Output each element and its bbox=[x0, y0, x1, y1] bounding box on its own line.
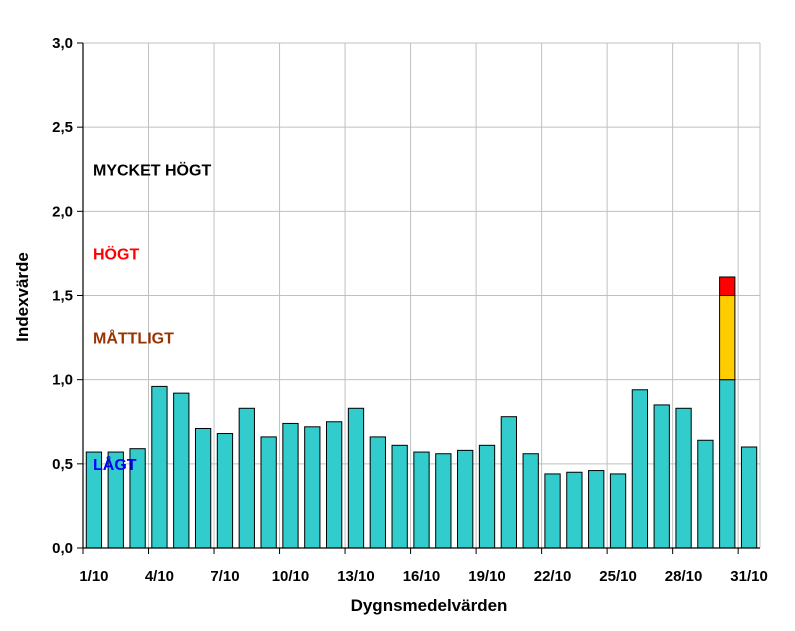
bar bbox=[697, 439, 714, 549]
bar bbox=[413, 451, 430, 549]
bar bbox=[260, 436, 277, 549]
band-label: HÖGT bbox=[93, 244, 139, 263]
bar bbox=[457, 449, 474, 549]
bar bbox=[347, 407, 365, 549]
bar bbox=[369, 436, 386, 549]
y-tick-label: 0,5 bbox=[52, 456, 73, 473]
x-tick-label: 10/10 bbox=[272, 568, 310, 585]
x-tick-label: 19/10 bbox=[468, 568, 506, 585]
y-tick-labels: 0,0 0,5 1,0 1,5 2,0 2,5 3,0 bbox=[52, 35, 73, 557]
x-tick-label: 7/10 bbox=[210, 568, 239, 585]
bar bbox=[544, 473, 561, 549]
bar bbox=[304, 426, 321, 549]
bar bbox=[719, 295, 736, 381]
bar bbox=[740, 446, 758, 549]
bar bbox=[609, 473, 627, 549]
bar bbox=[719, 276, 736, 297]
band-label: MÅTTLIGT bbox=[93, 329, 174, 348]
bar bbox=[500, 416, 517, 549]
x-tick-label: 16/10 bbox=[403, 568, 441, 585]
x-tick-label: 1/10 bbox=[79, 568, 108, 585]
y-tick-label: 2,0 bbox=[52, 203, 73, 220]
bars bbox=[85, 276, 758, 549]
bar bbox=[588, 470, 605, 549]
bar bbox=[326, 421, 343, 549]
bar bbox=[719, 379, 736, 549]
bar bbox=[151, 385, 168, 549]
bar bbox=[478, 444, 496, 549]
bar bbox=[216, 433, 234, 549]
y-tick-label: 0,0 bbox=[52, 540, 73, 557]
band-label: MYCKET HÖGT bbox=[93, 160, 211, 179]
bar bbox=[631, 389, 649, 549]
y-tick-label: 2,5 bbox=[52, 119, 73, 136]
bar bbox=[522, 453, 539, 549]
x-tick-label: 4/10 bbox=[145, 568, 174, 585]
x-tick-label: 28/10 bbox=[665, 568, 703, 585]
x-tick-label: 13/10 bbox=[337, 568, 375, 585]
x-axis-title: Dygnsmedelvärden bbox=[351, 596, 508, 615]
bar bbox=[391, 444, 408, 549]
bar bbox=[435, 453, 452, 549]
y-tick-label: 1,5 bbox=[52, 288, 73, 305]
x-tick-label: 31/10 bbox=[730, 568, 768, 585]
y-tick-label: 1,0 bbox=[52, 372, 73, 389]
axes bbox=[77, 42, 760, 554]
bar bbox=[566, 471, 583, 549]
bar bbox=[675, 407, 692, 549]
x-tick-labels: 1/10 4/10 7/10 10/10 13/10 16/10 19/10 22/10 25/… bbox=[79, 568, 768, 585]
bar bbox=[173, 392, 190, 549]
band-label: LÅGT bbox=[93, 455, 137, 474]
bar bbox=[194, 427, 212, 549]
grid-lines bbox=[83, 42, 761, 548]
y-tick-label: 3,0 bbox=[52, 35, 73, 52]
bar bbox=[653, 404, 670, 549]
bar bbox=[282, 422, 299, 549]
x-tick-label: 22/10 bbox=[534, 568, 572, 585]
y-axis-title: Indexvärde bbox=[13, 252, 32, 342]
band-labels: LÅGT MÅTTLIGT HÖGT MYCKET HÖGT bbox=[93, 160, 211, 474]
x-tick-label: 25/10 bbox=[599, 568, 637, 585]
bar bbox=[238, 407, 255, 549]
